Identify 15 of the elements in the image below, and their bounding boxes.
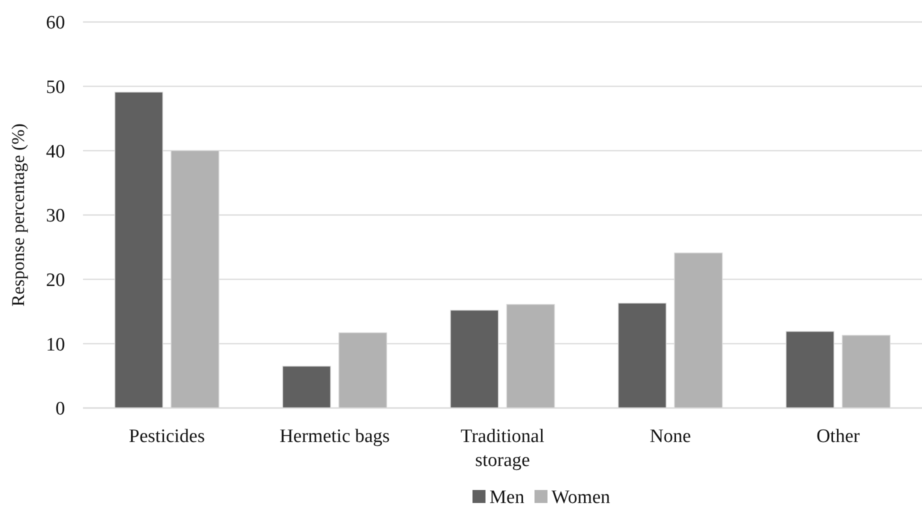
- y-tick-label: 60: [46, 12, 65, 34]
- x-tick-label: None: [650, 426, 691, 447]
- y-axis-title: Response percentage (%): [8, 124, 28, 306]
- y-tick-label: 10: [46, 334, 65, 356]
- x-tick-label: Other: [816, 426, 860, 447]
- y-tick-label: 30: [46, 206, 65, 227]
- legend-label: Women: [552, 487, 611, 508]
- y-tick-label: 20: [46, 270, 65, 291]
- y-tick-label: 0: [56, 398, 65, 420]
- x-tick-label: Hermetic bags: [280, 426, 390, 447]
- legend-label: Men: [490, 487, 525, 508]
- x-tick-label: Traditional storage: [460, 426, 544, 471]
- y-tick-label: 40: [46, 141, 65, 162]
- y-tick-label: 50: [46, 76, 65, 98]
- x-tick-label: Pesticides: [128, 426, 205, 447]
